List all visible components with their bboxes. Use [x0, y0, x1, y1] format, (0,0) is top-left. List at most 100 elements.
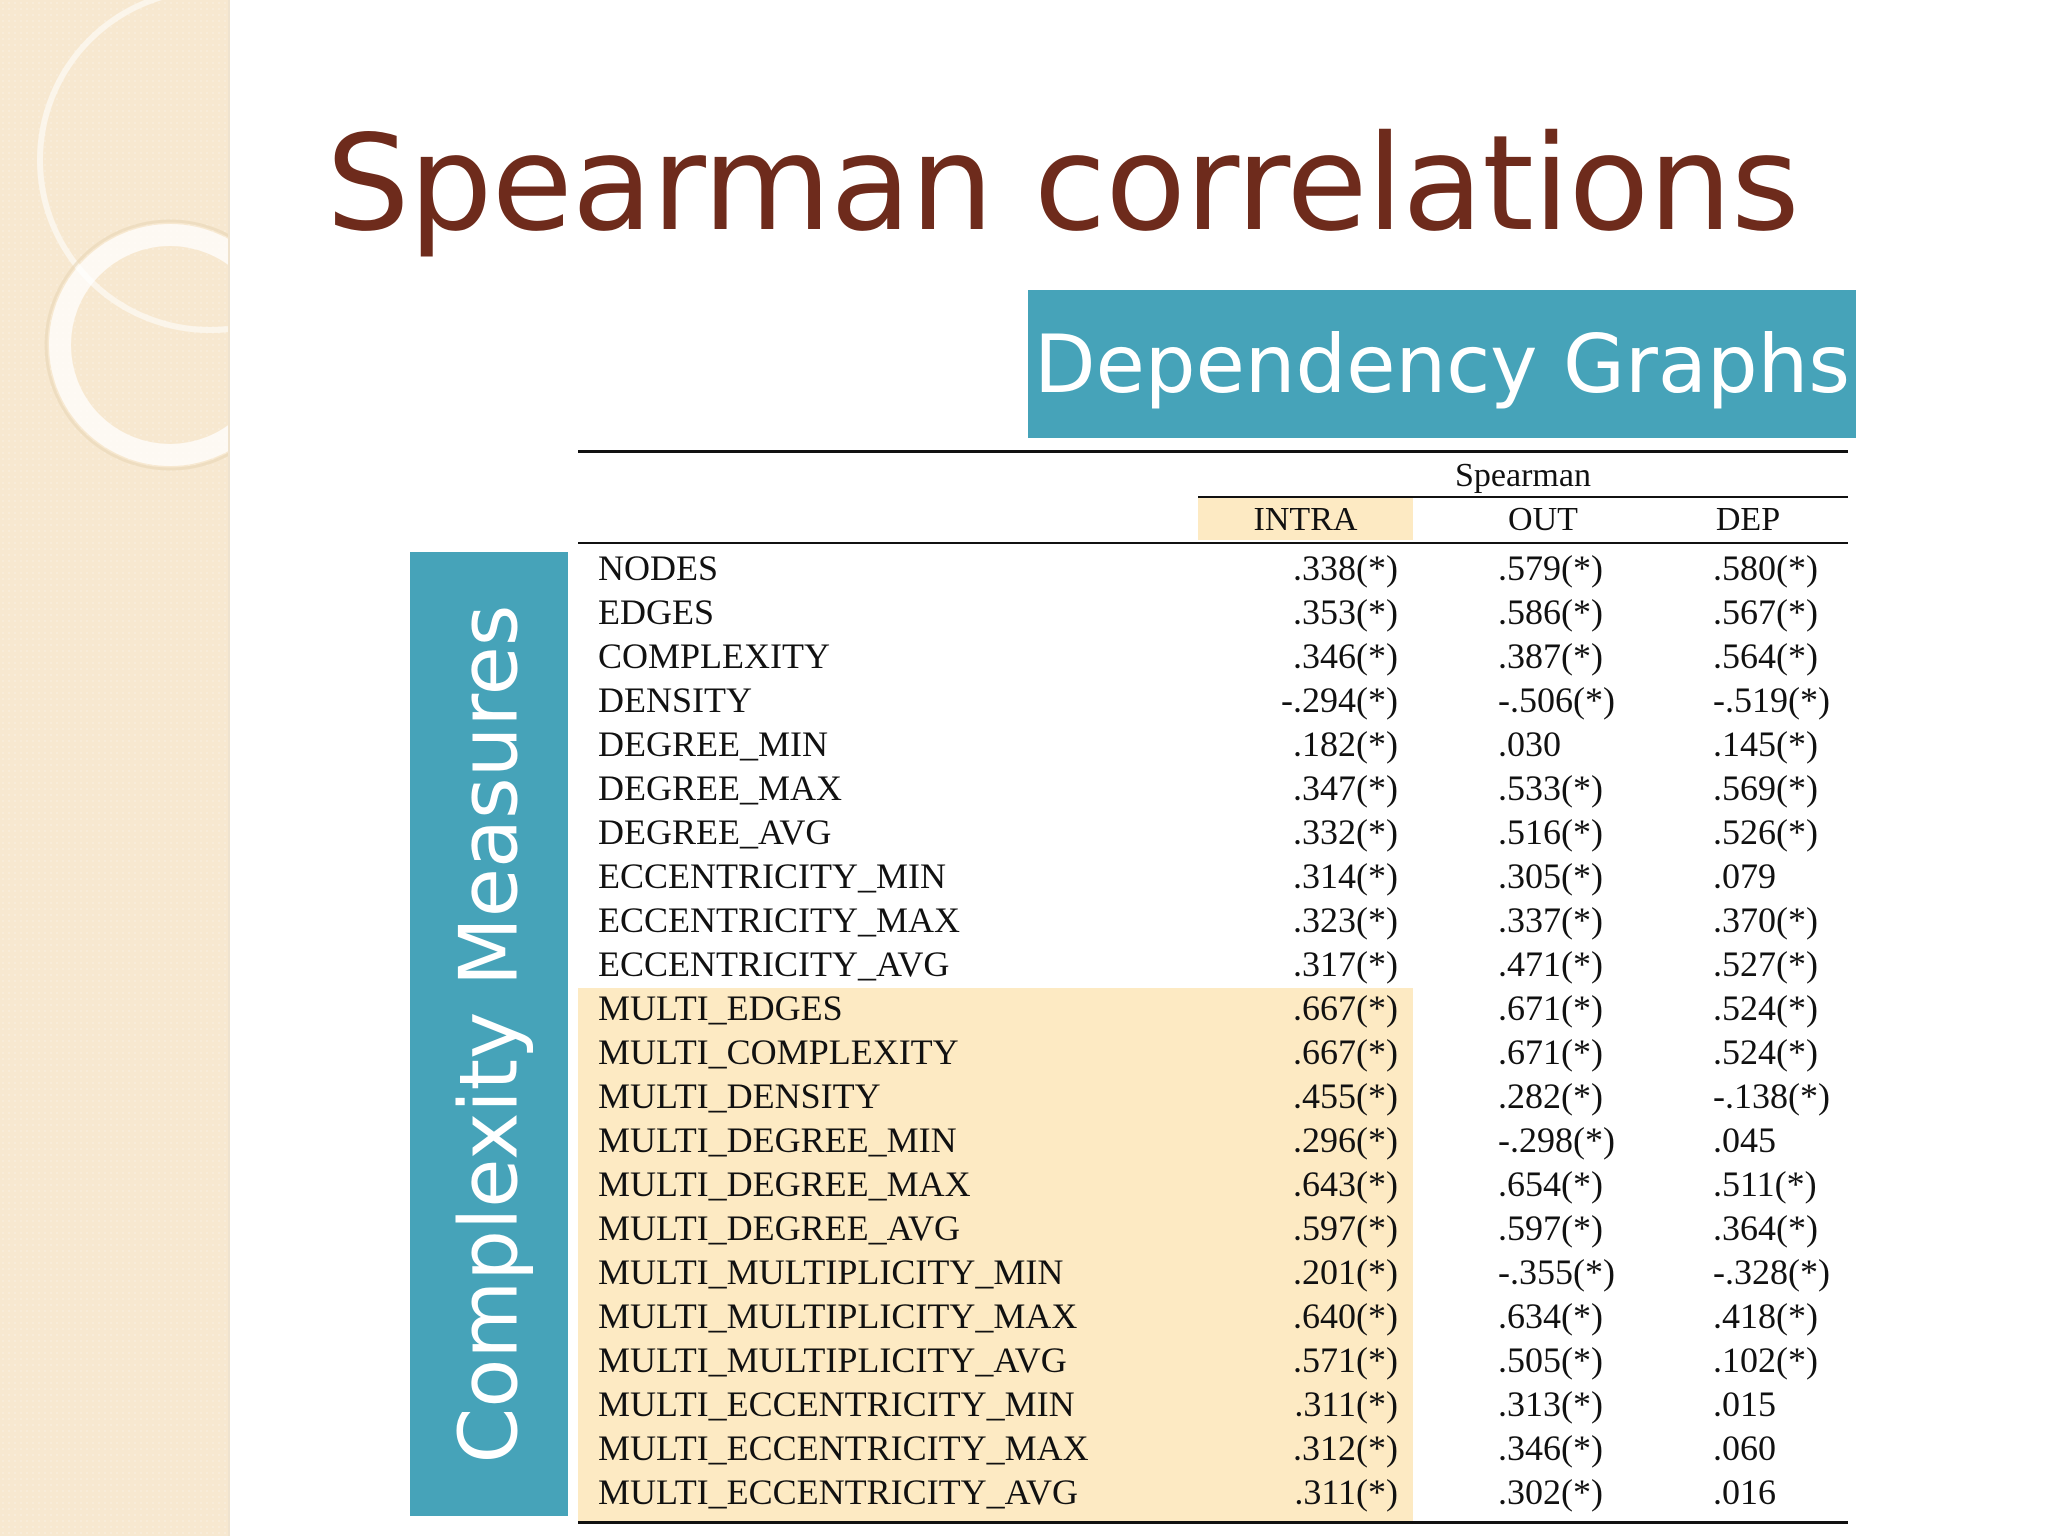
- intra-value: -.294(*): [1281, 680, 1398, 720]
- intra-value: .640(*): [1293, 1296, 1398, 1336]
- dep-value: .524(*): [1713, 1032, 1818, 1072]
- out-value: -.355(*): [1498, 1252, 1615, 1292]
- table-row: COMPLEXITY .346(*) .387(*) .564(*): [578, 634, 1848, 678]
- table-row: MULTI_ECCENTRICITY_MIN .311(*) .313(*) .015: [578, 1382, 1848, 1426]
- intra-value: .597(*): [1293, 1208, 1398, 1248]
- decorative-side-strip: [0, 0, 230, 1536]
- out-value: -.506(*): [1498, 680, 1615, 720]
- dep-value: .079: [1713, 856, 1776, 896]
- measure-name: DEGREE_MAX: [598, 768, 842, 808]
- measure-name: DEGREE_AVG: [598, 812, 832, 852]
- out-value: .337(*): [1498, 900, 1603, 940]
- table-row: MULTI_MULTIPLICITY_MIN .201(*) -.355(*) -.3…: [578, 1250, 1848, 1294]
- dep-value: .015: [1713, 1384, 1776, 1424]
- table-row: MULTI_DEGREE_MIN .296(*) -.298(*) .045: [578, 1118, 1848, 1162]
- intra-value: .312(*): [1293, 1428, 1398, 1468]
- measure-name: MULTI_ECCENTRICITY_AVG: [598, 1472, 1079, 1512]
- dep-value: .569(*): [1713, 768, 1818, 808]
- intra-value: .311(*): [1294, 1472, 1398, 1512]
- bottom-rule: [578, 1521, 1848, 1524]
- dep-value: .564(*): [1713, 636, 1818, 676]
- dep-value: .524(*): [1713, 988, 1818, 1028]
- out-value: .654(*): [1498, 1164, 1603, 1204]
- column-header-dep: DEP: [1715, 501, 1781, 538]
- intra-value: .455(*): [1293, 1076, 1398, 1116]
- table-row: ECCENTRICITY_MIN .314(*) .305(*) .079: [578, 854, 1848, 898]
- out-value: .387(*): [1498, 636, 1603, 676]
- measure-name: MULTI_DENSITY: [598, 1076, 881, 1116]
- intra-value: .296(*): [1293, 1120, 1398, 1160]
- dep-value: .364(*): [1713, 1208, 1818, 1248]
- table-row: EDGES .353(*) .586(*) .567(*): [578, 590, 1848, 634]
- out-value: .597(*): [1498, 1208, 1603, 1248]
- intra-value: .314(*): [1293, 856, 1398, 896]
- spearman-group-header: Spearman: [1455, 457, 1591, 494]
- dep-value: .045: [1713, 1120, 1776, 1160]
- table-row: ECCENTRICITY_MAX .323(*) .337(*) .370(*): [578, 898, 1848, 942]
- intra-value: .667(*): [1293, 988, 1398, 1028]
- column-header-out: OUT: [1508, 501, 1578, 538]
- measure-name: MULTI_DEGREE_AVG: [598, 1208, 961, 1248]
- slide-title: Spearman correlations: [326, 107, 1800, 261]
- out-value: .282(*): [1498, 1076, 1603, 1116]
- measure-name: ECCENTRICITY_MIN: [598, 856, 946, 896]
- intra-value: .346(*): [1293, 636, 1398, 676]
- measure-name: MULTI_DEGREE_MAX: [598, 1164, 971, 1204]
- measure-name: MULTI_COMPLEXITY: [598, 1032, 959, 1072]
- intra-value: .201(*): [1293, 1252, 1398, 1292]
- intra-value: .323(*): [1293, 900, 1398, 940]
- table-row: MULTI_ECCENTRICITY_AVG .311(*) .302(*) .016: [578, 1470, 1848, 1514]
- intra-value: .182(*): [1293, 724, 1398, 764]
- measure-name: MULTI_MULTIPLICITY_MAX: [598, 1296, 1078, 1336]
- out-value: .305(*): [1498, 856, 1603, 896]
- table-row: MULTI_DENSITY .455(*) .282(*) -.138(*): [578, 1074, 1848, 1118]
- out-value: .671(*): [1498, 988, 1603, 1028]
- complexity-measures-box: Complexity Measures: [410, 552, 568, 1516]
- out-value: .634(*): [1498, 1296, 1603, 1336]
- dep-value: .580(*): [1713, 548, 1818, 588]
- top-rule: [578, 450, 1848, 453]
- table-row: DENSITY -.294(*) -.506(*) -.519(*): [578, 678, 1848, 722]
- table-row: ECCENTRICITY_AVG .317(*) .471(*) .527(*): [578, 942, 1848, 986]
- out-value: .030: [1498, 724, 1561, 764]
- measure-name: ECCENTRICITY_AVG: [598, 944, 950, 984]
- measure-name: MULTI_MULTIPLICITY_AVG: [598, 1340, 1067, 1380]
- table-row: MULTI_MULTIPLICITY_MAX .640(*) .634(*) .418…: [578, 1294, 1848, 1338]
- out-value: .579(*): [1498, 548, 1603, 588]
- dep-value: .370(*): [1713, 900, 1818, 940]
- measure-name: MULTI_MULTIPLICITY_MIN: [598, 1252, 1064, 1292]
- intra-value: .643(*): [1293, 1164, 1398, 1204]
- dep-value: -.519(*): [1713, 680, 1830, 720]
- measure-name: DENSITY: [598, 680, 752, 720]
- table-row: DEGREE_AVG .332(*) .516(*) .526(*): [578, 810, 1848, 854]
- out-value: .313(*): [1498, 1384, 1603, 1424]
- measure-name: COMPLEXITY: [598, 636, 830, 676]
- intra-value: .311(*): [1294, 1384, 1398, 1424]
- out-value: .516(*): [1498, 812, 1603, 852]
- out-value: .302(*): [1498, 1472, 1603, 1512]
- dep-value: -.328(*): [1713, 1252, 1830, 1292]
- dep-value: .418(*): [1713, 1296, 1818, 1336]
- group-rule: [1198, 496, 1848, 498]
- dependency-graphs-header: Dependency Graphs: [1028, 290, 1856, 438]
- out-value: .671(*): [1498, 1032, 1603, 1072]
- dep-value: .526(*): [1713, 812, 1818, 852]
- dep-value: .567(*): [1713, 592, 1818, 632]
- measure-name: NODES: [598, 548, 719, 588]
- measure-name: DEGREE_MIN: [598, 724, 828, 764]
- out-value: .346(*): [1498, 1428, 1603, 1468]
- table-row: MULTI_COMPLEXITY .667(*) .671(*) .524(*): [578, 1030, 1848, 1074]
- measure-name: MULTI_ECCENTRICITY_MIN: [598, 1384, 1075, 1424]
- column-header-intra: INTRA: [1253, 501, 1358, 538]
- dep-value: .145(*): [1713, 724, 1818, 764]
- out-value: .586(*): [1498, 592, 1603, 632]
- intra-value: .571(*): [1293, 1340, 1398, 1380]
- table-row: MULTI_MULTIPLICITY_AVG .571(*) .505(*) .102…: [578, 1338, 1848, 1382]
- intra-value: .338(*): [1293, 548, 1398, 588]
- complexity-measures-label: Complexity Measures: [442, 604, 536, 1464]
- out-value: .533(*): [1498, 768, 1603, 808]
- intra-value: .353(*): [1293, 592, 1398, 632]
- out-value: -.298(*): [1498, 1120, 1615, 1160]
- table-row: NODES .338(*) .579(*) .580(*): [578, 546, 1848, 590]
- table-row: MULTI_DEGREE_MAX .643(*) .654(*) .511(*): [578, 1162, 1848, 1206]
